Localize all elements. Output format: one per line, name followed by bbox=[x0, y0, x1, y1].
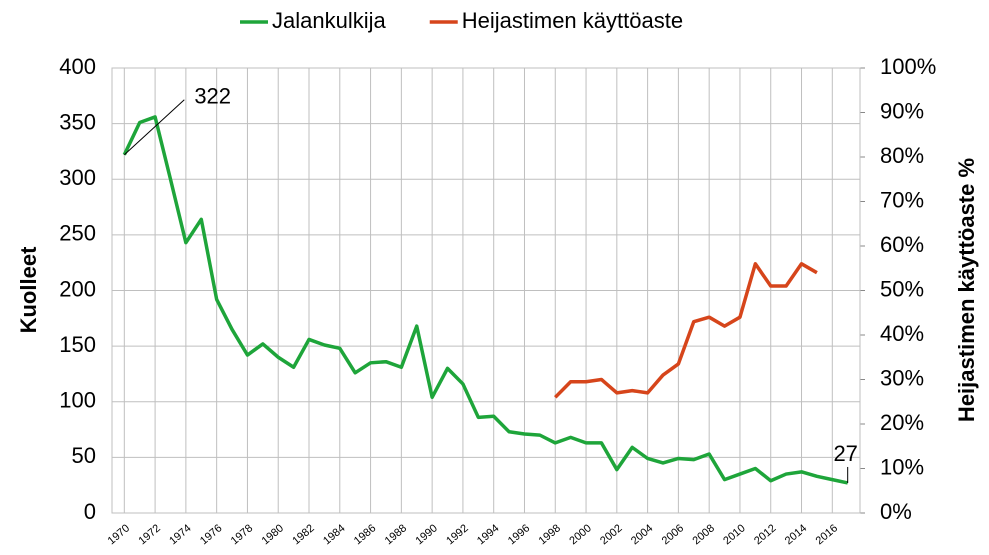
legend-label: Heijastimen käyttöaste bbox=[462, 8, 683, 33]
annotation-leader bbox=[123, 99, 185, 156]
x-tick-label: 2000 bbox=[567, 522, 593, 547]
y2-tick-label: 30% bbox=[880, 365, 924, 390]
x-tick-label: 2002 bbox=[598, 522, 624, 547]
plot-frame bbox=[111, 67, 861, 514]
x-tick-label: 1986 bbox=[352, 522, 378, 547]
y2-tick-label: 10% bbox=[880, 454, 924, 479]
x-tick-label: 2014 bbox=[783, 522, 809, 547]
y-tick-label: 0 bbox=[84, 499, 96, 524]
y2-tick-label: 40% bbox=[880, 321, 924, 346]
y2-tick-label: 100% bbox=[880, 54, 936, 79]
y2-tick-label: 60% bbox=[880, 232, 924, 257]
y2-tick-label: 90% bbox=[880, 98, 924, 123]
x-tick-label: 1998 bbox=[537, 522, 563, 547]
y-tick-label: 200 bbox=[59, 276, 96, 301]
x-tick-label: 1982 bbox=[290, 522, 316, 547]
x-tick-label: 1992 bbox=[444, 522, 470, 547]
x-tick-label: 1996 bbox=[506, 522, 532, 547]
x-tick-label: 1980 bbox=[260, 522, 286, 547]
y2-tick-label: 80% bbox=[880, 143, 924, 168]
x-tick-label: 1994 bbox=[475, 522, 501, 547]
y-tick-label: 100 bbox=[59, 388, 96, 413]
y2-tick-label: 50% bbox=[880, 276, 924, 301]
y-tick-label: 150 bbox=[59, 332, 96, 357]
x-tick-label: 2006 bbox=[660, 522, 686, 547]
x-tick-label: 2004 bbox=[629, 522, 655, 547]
x-tick-label: 1974 bbox=[167, 522, 193, 547]
annotation: 27 bbox=[833, 441, 857, 466]
x-tick-label: 1976 bbox=[198, 522, 224, 547]
x-tick-label: 2012 bbox=[752, 522, 778, 547]
y-tick-label: 50 bbox=[72, 443, 96, 468]
data-line bbox=[122, 115, 849, 485]
x-tick-label: 1972 bbox=[136, 522, 162, 547]
x-tick-label: 2010 bbox=[721, 522, 747, 547]
y2-tick-label: 0% bbox=[880, 499, 912, 524]
legend-label: Jalankulkija bbox=[272, 8, 386, 33]
y2-tick-label: 20% bbox=[880, 410, 924, 435]
x-tick-label: 1984 bbox=[321, 522, 347, 547]
y2-axis-label: Heijastimen käyttöaste % bbox=[954, 158, 979, 422]
data-line bbox=[554, 262, 818, 399]
x-tick-label: 1988 bbox=[383, 522, 409, 547]
annotation: 322 bbox=[194, 84, 231, 109]
y-axis-label: Kuolleet bbox=[16, 246, 41, 333]
y-tick-label: 300 bbox=[59, 165, 96, 190]
y2-tick-label: 70% bbox=[880, 187, 924, 212]
x-tick-label: 1970 bbox=[106, 522, 132, 547]
x-tick-label: 2016 bbox=[814, 522, 840, 547]
x-tick-label: 1978 bbox=[229, 522, 255, 547]
y-tick-label: 250 bbox=[59, 221, 96, 246]
x-tick-label: 1990 bbox=[413, 522, 439, 547]
x-tick-label: 2008 bbox=[690, 522, 716, 547]
y-tick-label: 350 bbox=[59, 109, 96, 134]
y-tick-label: 400 bbox=[59, 54, 96, 79]
